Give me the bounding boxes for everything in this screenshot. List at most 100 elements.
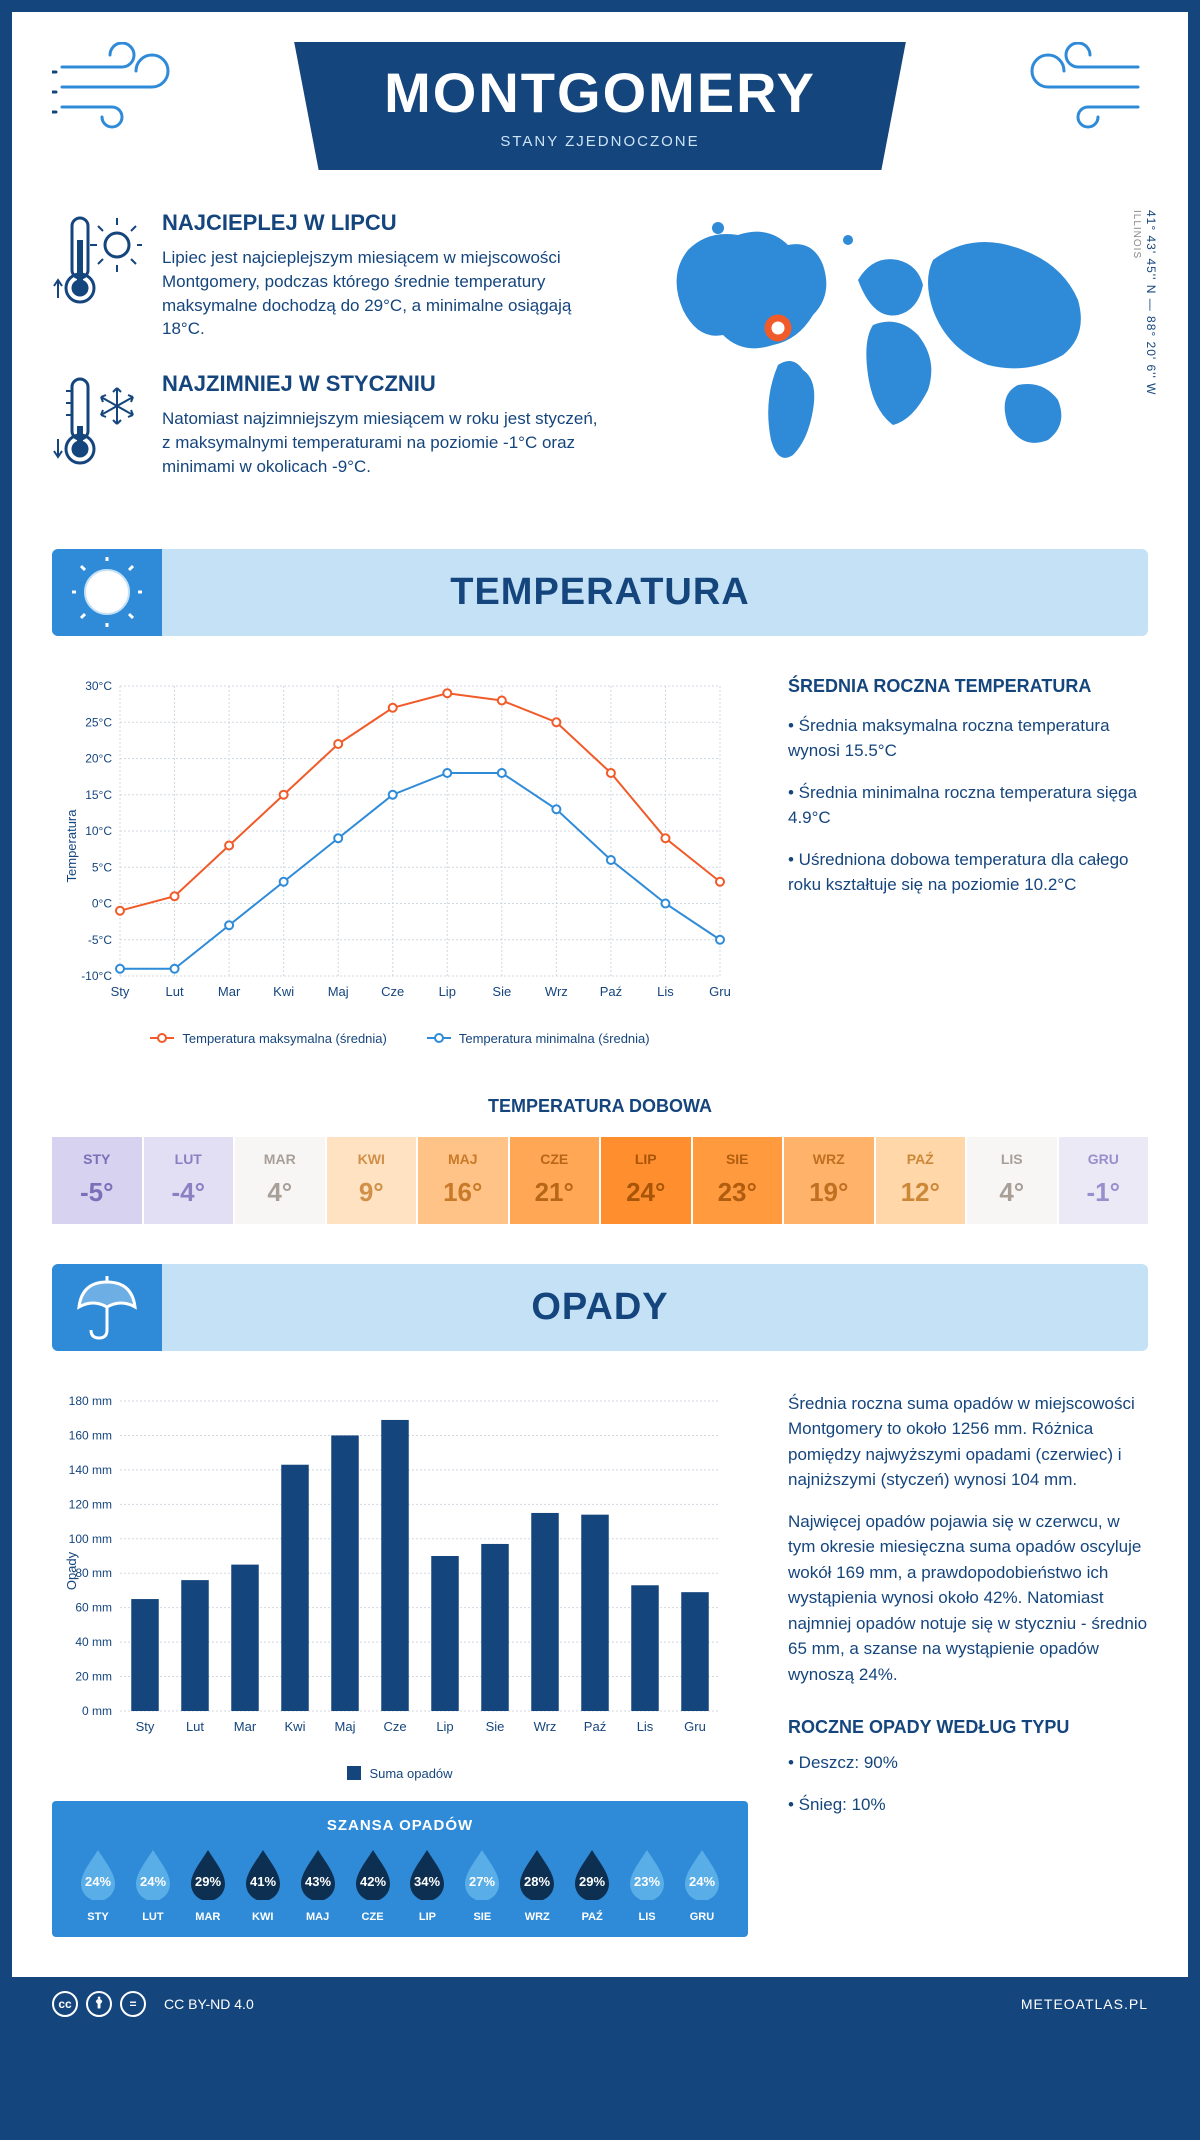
svg-text:30°C: 30°C xyxy=(85,679,112,693)
chance-drop: 43%MAJ xyxy=(292,1848,344,1923)
hottest-block: NAJCIEPLEJ W LIPCU Lipiec jest najcieple… xyxy=(52,210,608,341)
info-row: NAJCIEPLEJ W LIPCU Lipiec jest najcieple… xyxy=(12,210,1188,549)
precipitation-chart-area: 0 mm20 mm40 mm60 mm80 mm100 mm120 mm140 … xyxy=(52,1391,748,1937)
temperature-chart-row: -10°C-5°C0°C5°C10°C15°C20°C25°C30°CStyLu… xyxy=(12,636,1188,1086)
precip-text-2: Najwięcej opadów pojawia się w czerwcu, … xyxy=(788,1509,1148,1688)
svg-text:0 mm: 0 mm xyxy=(82,1704,112,1718)
svg-text:43%: 43% xyxy=(305,1874,331,1889)
hottest-text: NAJCIEPLEJ W LIPCU Lipiec jest najcieple… xyxy=(162,210,608,341)
svg-text:29%: 29% xyxy=(579,1874,605,1889)
svg-text:Lut: Lut xyxy=(166,984,184,999)
map-marker xyxy=(768,318,788,338)
daily-temp-grid: STY-5°LUT-4°MAR4°KWI9°MAJ16°CZE21°LIP24°… xyxy=(52,1137,1148,1224)
svg-text:80 mm: 80 mm xyxy=(75,1566,112,1580)
license-text: CC BY-ND 4.0 xyxy=(164,1996,254,2012)
daily-cell: PAŹ12° xyxy=(876,1137,966,1224)
license-block: cc 🛉 = CC BY-ND 4.0 xyxy=(52,1991,254,2017)
daily-cell: SIE23° xyxy=(693,1137,783,1224)
legend-min: Temperatura minimalna (średnia) xyxy=(427,1031,650,1046)
daily-cell: WRZ19° xyxy=(784,1137,874,1224)
chance-title: SZANSA OPADÓW xyxy=(72,1817,728,1834)
svg-text:Gru: Gru xyxy=(709,984,731,999)
chance-drop: 29%PAŹ xyxy=(566,1848,618,1923)
svg-text:23%: 23% xyxy=(634,1874,660,1889)
coldest-title: NAJZIMNIEJ W STYCZNIU xyxy=(162,371,608,397)
precipitation-chance-panel: SZANSA OPADÓW 24%STY24%LUT29%MAR41%KWI43… xyxy=(52,1801,748,1937)
svg-text:15°C: 15°C xyxy=(85,787,112,801)
chance-drops-row: 24%STY24%LUT29%MAR41%KWI43%MAJ42%CZE34%L… xyxy=(72,1848,728,1923)
precipitation-legend: Suma opadów xyxy=(52,1766,748,1781)
svg-text:Paź: Paź xyxy=(584,1719,606,1734)
svg-text:Lip: Lip xyxy=(439,984,456,999)
chance-drop: 29%MAR xyxy=(182,1848,234,1923)
sun-icon xyxy=(72,557,142,627)
svg-text:-5°C: -5°C xyxy=(88,932,112,946)
chance-drop: 27%SIE xyxy=(456,1848,508,1923)
precipitation-section-title: OPADY xyxy=(52,1286,1148,1329)
daily-cell: MAR4° xyxy=(235,1137,325,1224)
daily-cell: LIS4° xyxy=(967,1137,1057,1224)
svg-text:10°C: 10°C xyxy=(85,824,112,838)
svg-text:Wrz: Wrz xyxy=(545,984,568,999)
temperature-chart-area: -10°C-5°C0°C5°C10°C15°C20°C25°C30°CStyLu… xyxy=(52,676,748,1046)
svg-text:Cze: Cze xyxy=(383,1719,406,1734)
thermometer-hot-icon xyxy=(52,210,142,310)
svg-text:20°C: 20°C xyxy=(85,751,112,765)
legend-max: Temperatura maksymalna (średnia) xyxy=(150,1031,386,1046)
svg-text:20 mm: 20 mm xyxy=(75,1669,112,1683)
precipitation-summary: Średnia roczna suma opadów w miejscowośc… xyxy=(788,1391,1148,1937)
svg-text:Kwi: Kwi xyxy=(273,984,294,999)
site-name: METEOATLAS.PL xyxy=(1021,1996,1148,2012)
hottest-title: NAJCIEPLEJ W LIPCU xyxy=(162,210,608,236)
svg-text:160 mm: 160 mm xyxy=(69,1428,112,1442)
daily-cell: MAJ16° xyxy=(418,1137,508,1224)
svg-text:Sie: Sie xyxy=(492,984,511,999)
chance-drop: 24%GRU xyxy=(676,1848,728,1923)
summary-line: • Uśredniona dobowa temperatura dla całe… xyxy=(788,847,1148,898)
svg-text:40 mm: 40 mm xyxy=(75,1635,112,1649)
svg-text:Sie: Sie xyxy=(486,1719,505,1734)
svg-text:Cze: Cze xyxy=(381,984,404,999)
daily-cell: KWI9° xyxy=(327,1137,417,1224)
svg-text:Lis: Lis xyxy=(657,984,674,999)
svg-text:24%: 24% xyxy=(140,1874,166,1889)
chance-drop: 23%LIS xyxy=(621,1848,673,1923)
temp-facts-column: NAJCIEPLEJ W LIPCU Lipiec jest najcieple… xyxy=(52,210,608,509)
svg-text:Paź: Paź xyxy=(600,984,622,999)
hottest-body: Lipiec jest najcieplejszym miesiącem w m… xyxy=(162,246,608,341)
svg-text:Sty: Sty xyxy=(111,984,130,999)
thermometer-cold-icon xyxy=(52,371,142,471)
daily-temp-title: TEMPERATURA DOBOWA xyxy=(12,1096,1188,1117)
svg-text:0°C: 0°C xyxy=(92,896,112,910)
wind-icon-right xyxy=(1008,42,1148,132)
svg-text:Opady: Opady xyxy=(64,1551,79,1590)
svg-text:120 mm: 120 mm xyxy=(69,1497,112,1511)
temperature-line-chart: -10°C-5°C0°C5°C10°C15°C20°C25°C30°CStyLu… xyxy=(52,676,748,1016)
svg-text:34%: 34% xyxy=(414,1874,440,1889)
by-type-line: • Deszcz: 90% xyxy=(788,1750,1148,1776)
svg-text:Maj: Maj xyxy=(328,984,349,999)
svg-text:140 mm: 140 mm xyxy=(69,1462,112,1476)
svg-text:Mar: Mar xyxy=(234,1719,257,1734)
svg-text:Maj: Maj xyxy=(335,1719,356,1734)
by-icon: 🛉 xyxy=(86,1991,112,2017)
umbrella-icon xyxy=(72,1272,142,1342)
summary-title: ŚREDNIA ROCZNA TEMPERATURA xyxy=(788,676,1148,697)
svg-text:24%: 24% xyxy=(689,1874,715,1889)
daily-cell: GRU-1° xyxy=(1059,1137,1149,1224)
svg-text:180 mm: 180 mm xyxy=(69,1394,112,1408)
svg-text:Kwi: Kwi xyxy=(285,1719,306,1734)
map-column: ILLINOIS 41° 43' 45'' N — 88° 20' 6'' W xyxy=(648,210,1148,509)
coldest-body: Natomiast najzimniejszym miesiącem w rok… xyxy=(162,407,608,478)
chance-drop: 24%LUT xyxy=(127,1848,179,1923)
svg-text:28%: 28% xyxy=(524,1874,550,1889)
temperature-summary: ŚREDNIA ROCZNA TEMPERATURA • Średnia mak… xyxy=(788,676,1148,1046)
temperature-banner: TEMPERATURA xyxy=(52,549,1148,636)
temperature-section-title: TEMPERATURA xyxy=(52,571,1148,614)
svg-text:25°C: 25°C xyxy=(85,715,112,729)
svg-text:60 mm: 60 mm xyxy=(75,1600,112,1614)
coldest-block: NAJZIMNIEJ W STYCZNIU Natomiast najzimni… xyxy=(52,371,608,478)
chance-drop: 41%KWI xyxy=(237,1848,289,1923)
wind-icon-left xyxy=(52,42,192,132)
summary-line: • Średnia maksymalna roczna temperatura … xyxy=(788,713,1148,764)
